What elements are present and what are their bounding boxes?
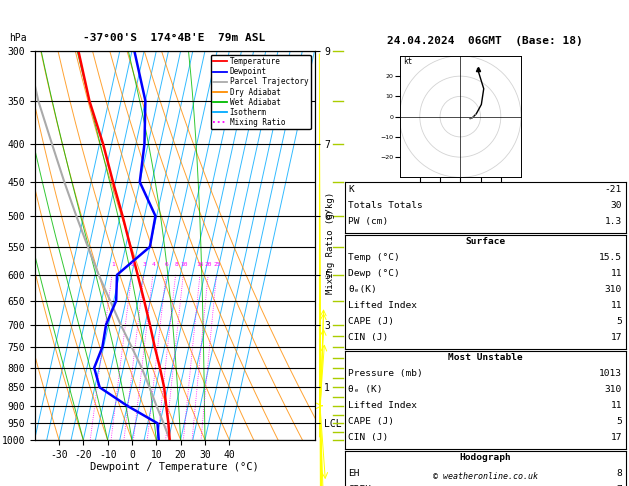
Text: SREH: SREH	[348, 485, 372, 486]
Text: hPa: hPa	[9, 33, 27, 43]
Text: kt: kt	[404, 57, 413, 66]
Text: 10: 10	[180, 262, 187, 267]
Text: 1013: 1013	[599, 369, 622, 378]
Text: 2: 2	[130, 262, 134, 267]
Text: 3: 3	[143, 262, 147, 267]
Text: θₑ (K): θₑ (K)	[348, 385, 383, 394]
Text: 7: 7	[616, 485, 622, 486]
Text: -37°00'S  174°4B'E  79m ASL: -37°00'S 174°4B'E 79m ASL	[84, 33, 265, 43]
Text: 17: 17	[611, 333, 622, 342]
Text: 11: 11	[611, 269, 622, 278]
Text: PW (cm): PW (cm)	[348, 217, 389, 226]
Legend: Temperature, Dewpoint, Parcel Trajectory, Dry Adiabat, Wet Adiabat, Isotherm, Mi: Temperature, Dewpoint, Parcel Trajectory…	[211, 55, 311, 129]
Text: Pressure (mb): Pressure (mb)	[348, 369, 423, 378]
Text: Lifted Index: Lifted Index	[348, 401, 418, 410]
Text: EH: EH	[348, 469, 360, 478]
Text: 15.5: 15.5	[599, 253, 622, 262]
Text: 25: 25	[213, 262, 221, 267]
Text: 1.3: 1.3	[605, 217, 622, 226]
Text: Lifted Index: Lifted Index	[348, 301, 418, 310]
Text: 16: 16	[197, 262, 204, 267]
Text: 1: 1	[111, 262, 114, 267]
Text: 11: 11	[611, 401, 622, 410]
Text: Mixing Ratio (g/kg): Mixing Ratio (g/kg)	[326, 192, 335, 294]
Text: CIN (J): CIN (J)	[348, 333, 389, 342]
X-axis label: Dewpoint / Temperature (°C): Dewpoint / Temperature (°C)	[90, 462, 259, 472]
Text: © weatheronline.co.uk: © weatheronline.co.uk	[433, 472, 538, 481]
Text: CAPE (J): CAPE (J)	[348, 317, 394, 326]
Text: Surface: Surface	[465, 237, 505, 246]
Text: 30: 30	[611, 201, 622, 210]
Text: -21: -21	[605, 185, 622, 194]
Text: 24.04.2024  06GMT  (Base: 18): 24.04.2024 06GMT (Base: 18)	[387, 36, 583, 46]
Text: 17: 17	[611, 433, 622, 442]
Text: 5: 5	[616, 317, 622, 326]
Text: 310: 310	[605, 385, 622, 394]
Text: 20: 20	[205, 262, 213, 267]
Text: 8: 8	[616, 469, 622, 478]
Text: Dewp (°C): Dewp (°C)	[348, 269, 400, 278]
Text: 310: 310	[605, 285, 622, 294]
Text: θₑ(K): θₑ(K)	[348, 285, 377, 294]
Text: Hodograph: Hodograph	[459, 453, 511, 462]
Text: K: K	[348, 185, 354, 194]
Text: 8: 8	[174, 262, 178, 267]
Text: 5: 5	[616, 417, 622, 426]
Text: Totals Totals: Totals Totals	[348, 201, 423, 210]
Text: Most Unstable: Most Unstable	[448, 353, 523, 362]
Text: 11: 11	[611, 301, 622, 310]
Text: CAPE (J): CAPE (J)	[348, 417, 394, 426]
Y-axis label: km
ASL: km ASL	[352, 235, 370, 256]
Text: Temp (°C): Temp (°C)	[348, 253, 400, 262]
Text: CIN (J): CIN (J)	[348, 433, 389, 442]
Text: 4: 4	[152, 262, 155, 267]
Text: 6: 6	[165, 262, 169, 267]
